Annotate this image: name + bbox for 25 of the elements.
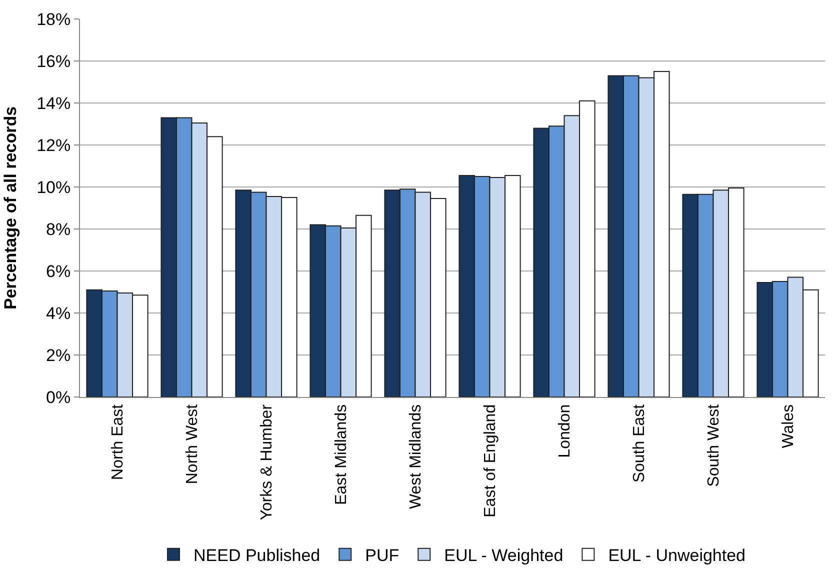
x-tick-label: East of England: [482, 404, 499, 518]
x-tick-label: London: [556, 404, 574, 458]
y-tick-label: 14%: [36, 94, 71, 113]
legend-label: PUF: [365, 546, 400, 566]
legend-label: EUL - Unweighted: [608, 546, 746, 566]
x-tick-label: Wales: [780, 404, 797, 448]
legend-label: EUL - Weighted: [444, 546, 564, 566]
x-tick-label: North East: [109, 404, 126, 480]
y-tick-label: 6%: [46, 262, 71, 281]
x-tick-label: South West: [705, 404, 722, 487]
x-tick-label: North West: [184, 404, 201, 484]
legend-label: NEED Published: [194, 546, 320, 566]
y-tick-label: 0%: [46, 388, 71, 407]
x-tick-label: West Midlands: [407, 404, 424, 510]
x-tick-label: South East: [630, 404, 648, 483]
y-tick-label: 2%: [46, 346, 71, 365]
y-tick-label: 18%: [36, 10, 71, 29]
y-tick-label: 8%: [46, 220, 71, 239]
y-tick-label: 16%: [36, 52, 71, 71]
y-tick-label: 12%: [36, 136, 71, 155]
x-tick-label: Yorks & Humber: [258, 404, 276, 520]
y-tick-label: 4%: [46, 304, 71, 323]
y-axis-title: Percentage of all records: [1, 106, 20, 310]
y-tick-label: 10%: [36, 178, 71, 197]
x-tick-label: East Midlands: [332, 404, 350, 505]
